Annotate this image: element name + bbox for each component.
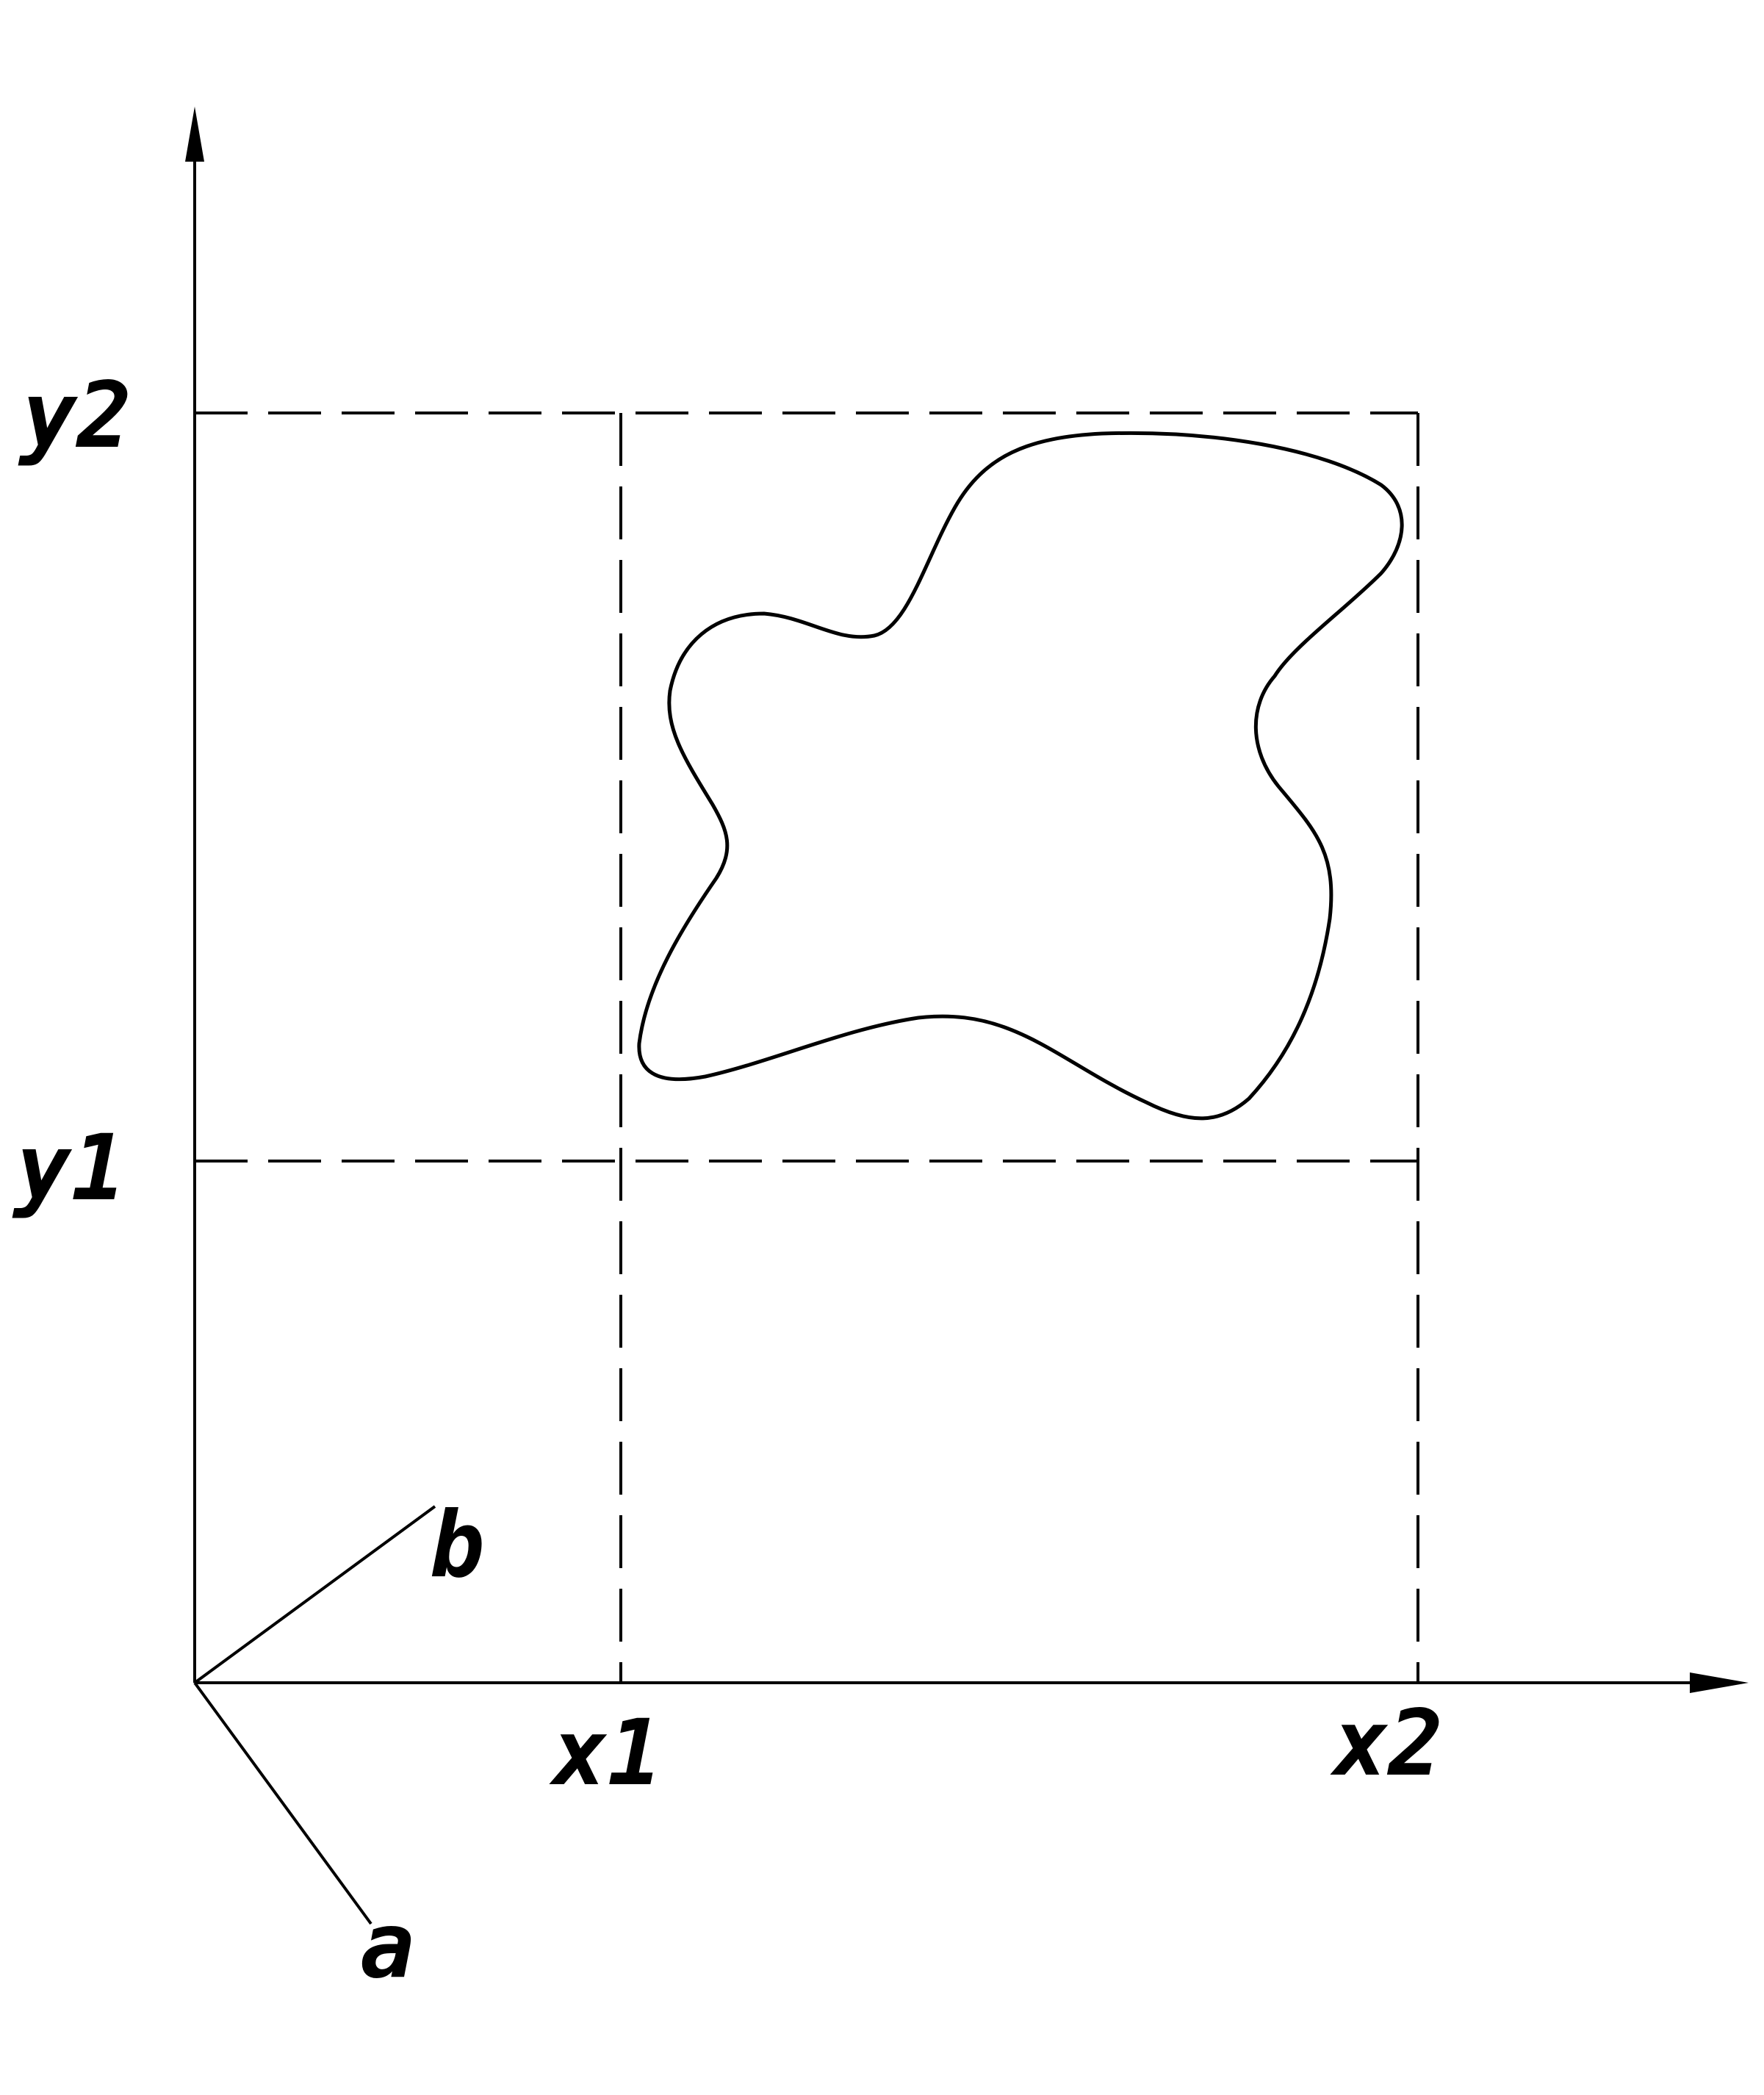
axis-b-line: [193, 1505, 436, 1684]
x2-label: x2: [1330, 1691, 1443, 1797]
y1-label: y1: [12, 1115, 126, 1221]
axis-a-line: [193, 1681, 372, 1925]
axis-b-label: b: [430, 1492, 485, 1598]
y2-label: y2: [18, 363, 132, 469]
irregular-shape: [637, 431, 1404, 1121]
vertical-axis-arrowhead: [185, 107, 204, 162]
x1-label: x1: [549, 1700, 662, 1806]
horizontal-axis-arrowhead: [1690, 1672, 1749, 1693]
axis-a-label: a: [360, 1893, 415, 1999]
